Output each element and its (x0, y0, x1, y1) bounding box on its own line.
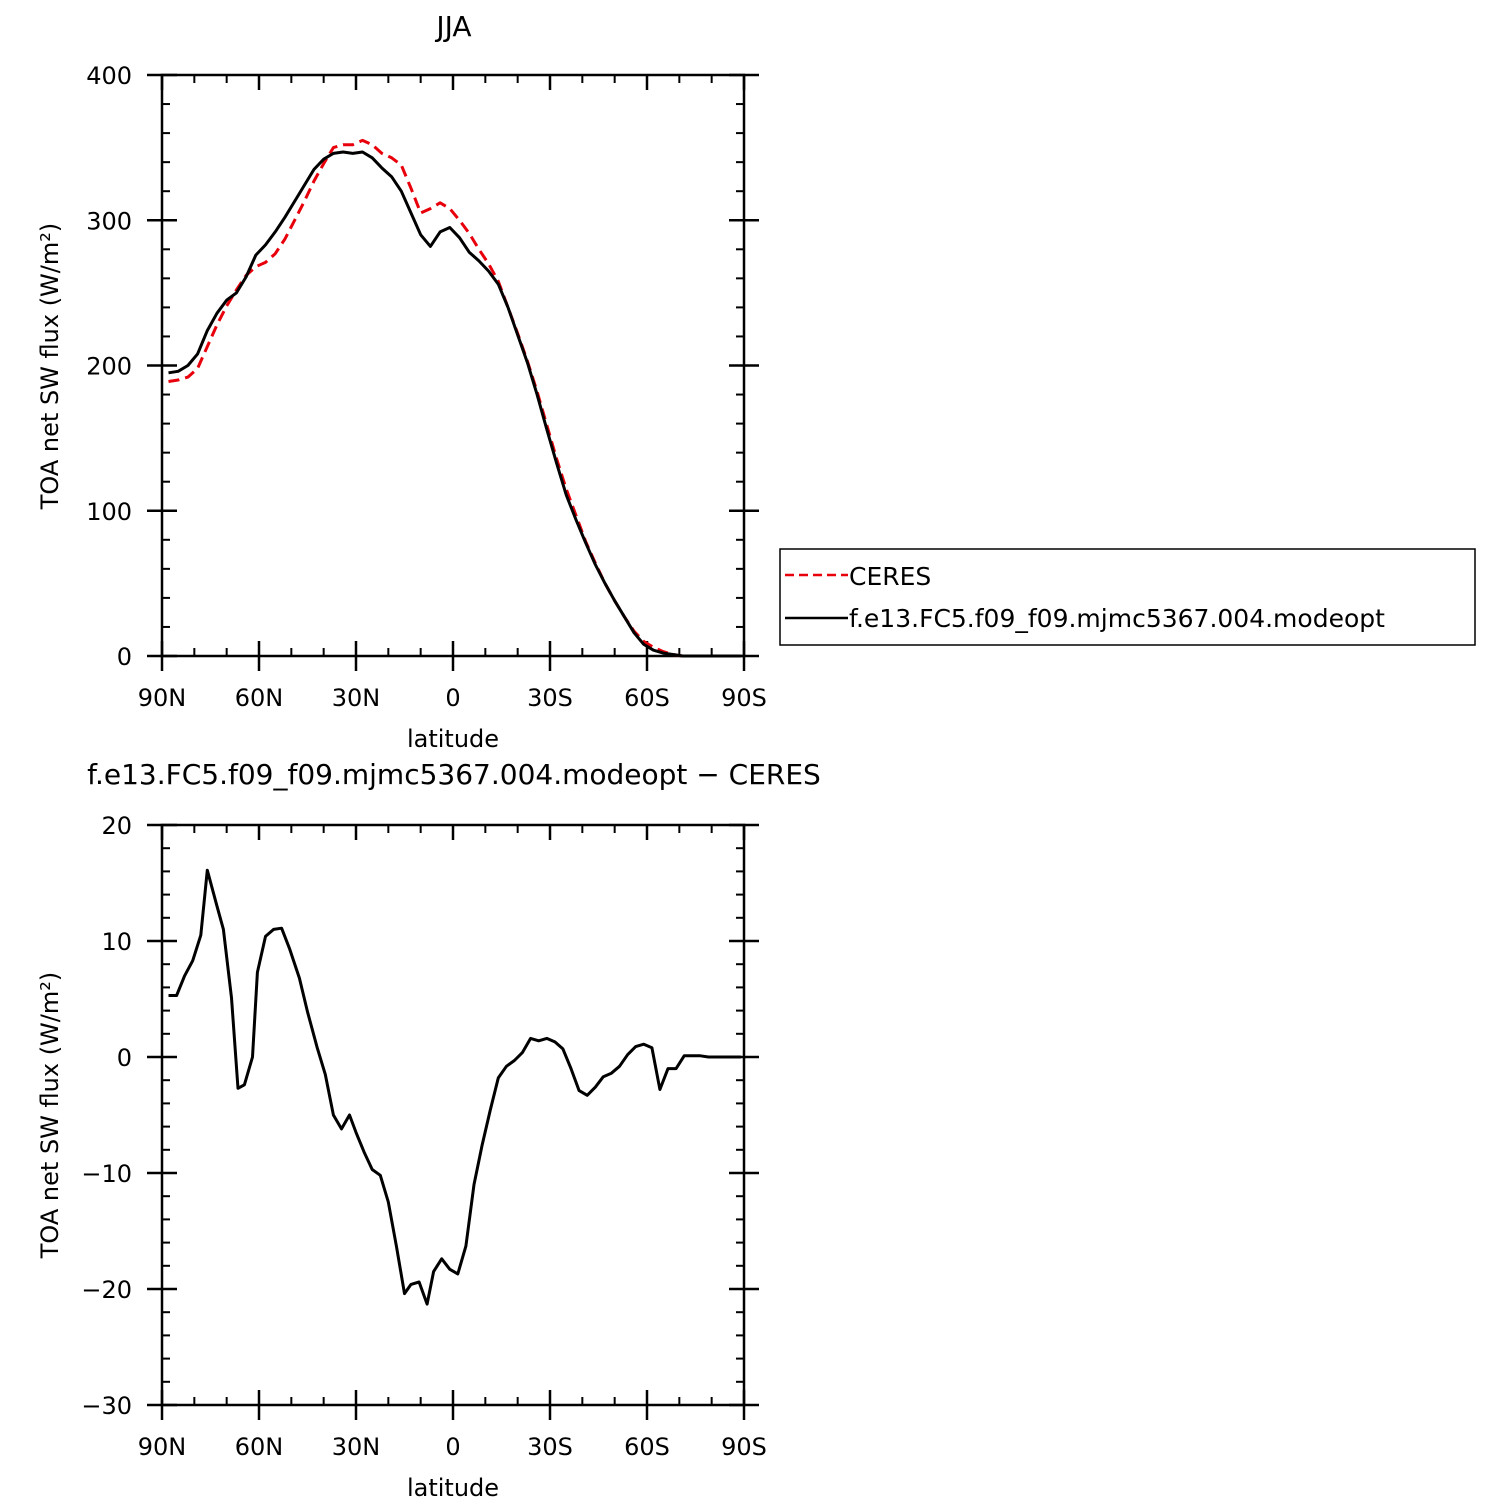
top-x-axis-label: latitude (407, 725, 499, 753)
bottom-series-lines (168, 868, 741, 1306)
top-series-lines (168, 138, 741, 658)
bottom-ytick-label: 0 (117, 1044, 132, 1072)
bottom-x-axis-label: latitude (407, 1474, 499, 1502)
legend-box (779, 548, 1476, 646)
top-panel-zonal-mean: JJA 90N 60N 30N 0 30S 60S 90S 0 100 200 300 400 lat… (36, 10, 1476, 753)
top-ytick-label: 100 (86, 498, 132, 526)
bottom-xtick-label: 30S (527, 1433, 573, 1461)
bottom-ytick-label: 20 (101, 812, 132, 840)
bottom-plot-frame (160, 823, 746, 1407)
bottom-xtick-label: 0 (445, 1433, 460, 1461)
top-xtick-label: 90S (721, 684, 767, 712)
bottom-xtick-label: 90S (721, 1433, 767, 1461)
bottom-ytick-label: −20 (81, 1276, 132, 1304)
bottom-xtick-label: 60S (624, 1433, 670, 1461)
legend-label-model: f.e13.FC5.f09_f09.mjmc5367.004.modeopt (849, 604, 1385, 633)
top-ytick-label: 0 (117, 643, 132, 671)
top-y-axis-label: TOA net SW flux (W/m²) (36, 223, 64, 511)
bottom-ytick-label: −30 (81, 1392, 132, 1420)
bottom-ytick-label: 10 (101, 928, 132, 956)
legend: CERES f.e13.FC5.f09_f09.mjmc5367.004.mod… (779, 548, 1476, 646)
bottom-ytick-label: −10 (81, 1160, 132, 1188)
bottom-xtick-label: 90N (138, 1433, 187, 1461)
top-series-line-ceres (168, 138, 741, 658)
bottom-panel-title: f.e13.FC5.f09_f09.mjmc5367.004.modeopt −… (87, 758, 821, 791)
top-panel-title: JJA (434, 10, 471, 43)
top-series-line-f-e13-fc5-f09-f09-mj (168, 150, 741, 658)
bottom-xtick-label: 30N (332, 1433, 381, 1461)
top-ytick-label: 400 (86, 62, 132, 90)
legend-label-ceres: CERES (849, 562, 931, 591)
bottom-panel-difference: f.e13.FC5.f09_f09.mjmc5367.004.modeopt −… (36, 758, 821, 1502)
top-xtick-label: 90N (138, 684, 187, 712)
top-xtick-label: 30N (332, 684, 381, 712)
bottom-y-axis-label: TOA net SW flux (W/m²) (36, 972, 64, 1260)
top-plot-frame (160, 73, 746, 658)
bottom-tick-marks: 90N 60N 30N 0 30S 60S 90S −30 −20 −10 0 10 20 (81, 812, 767, 1461)
top-xtick-label: 0 (445, 684, 460, 712)
top-ytick-label: 200 (86, 353, 132, 381)
bottom-series-line-difference (168, 868, 741, 1306)
top-xtick-label: 60S (624, 684, 670, 712)
bottom-xtick-label: 60N (235, 1433, 284, 1461)
top-ytick-label: 300 (86, 207, 132, 235)
top-xtick-label: 30S (527, 684, 573, 712)
top-xtick-label: 60N (235, 684, 284, 712)
top-tick-marks: 90N 60N 30N 0 30S 60S 90S 0 100 200 300 400 (86, 62, 767, 712)
